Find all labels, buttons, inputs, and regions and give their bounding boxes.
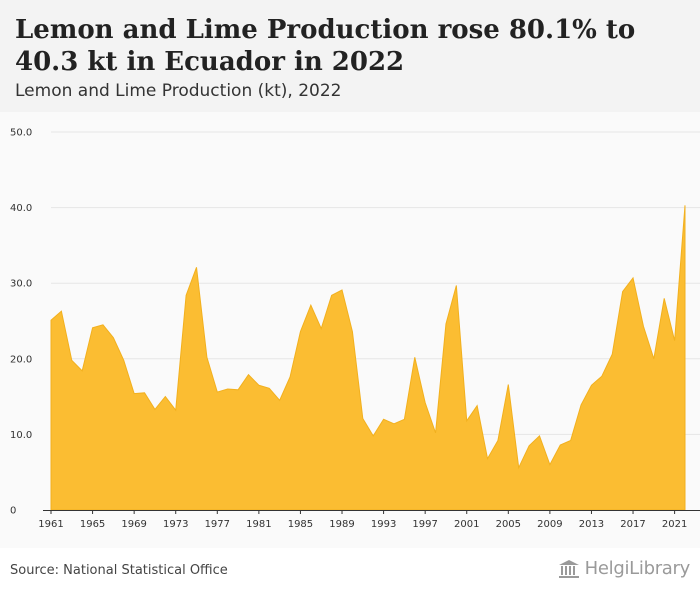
data-point [517, 466, 520, 469]
y-tick-label: 40.0 [10, 203, 32, 214]
data-point [185, 294, 188, 297]
x-tick-label: 1969 [121, 519, 146, 530]
data-point [413, 356, 416, 359]
data-point [101, 323, 104, 326]
data-point [237, 388, 240, 391]
data-point [320, 327, 323, 330]
data-point [195, 266, 198, 269]
data-point [559, 443, 562, 446]
data-point [424, 401, 427, 404]
area-fill [50, 205, 686, 511]
data-point [309, 304, 312, 307]
data-point [496, 439, 499, 442]
data-point [143, 391, 146, 394]
data-point [455, 284, 458, 287]
x-tick-label: 1973 [163, 519, 188, 530]
data-point [81, 369, 84, 372]
data-point [133, 392, 136, 395]
data-point [60, 310, 63, 313]
x-tick-label: 2001 [454, 519, 479, 530]
data-point [164, 395, 167, 398]
data-point [372, 434, 375, 437]
data-point [663, 297, 666, 300]
data-point [486, 457, 489, 460]
data-point [226, 388, 229, 391]
x-tick-label: 1989 [329, 519, 354, 530]
data-point [476, 404, 479, 407]
source-note: Source: National Statistical Office [10, 563, 228, 578]
page-title: Lemon and Lime Production rose 80.1% to … [15, 15, 636, 77]
data-point [268, 387, 271, 390]
data-point [548, 463, 551, 466]
data-point [434, 431, 437, 434]
data-point [580, 403, 583, 406]
header: Lemon and Lime Production rose 80.1% to … [0, 0, 700, 112]
y-tick-label: 10.0 [10, 430, 32, 441]
data-point [611, 353, 614, 356]
x-tick-label: 2005 [496, 519, 521, 530]
data-point [382, 418, 385, 421]
x-tick-label: 2009 [537, 519, 562, 530]
data-point [174, 409, 177, 412]
x-tick-label: 2013 [579, 519, 604, 530]
data-point [444, 323, 447, 326]
data-point [216, 391, 219, 394]
data-point [652, 357, 655, 360]
y-tick-label: 0 [10, 506, 16, 517]
x-tick-label: 2017 [620, 519, 645, 530]
data-point [632, 276, 635, 279]
data-point [621, 290, 624, 293]
data-point [673, 339, 676, 342]
area-chart: 0 10.0 20.0 30.0 40.0 50.0 1961 1965 1969 1973 197… [10, 128, 700, 530]
x-tick-label: 1985 [288, 519, 313, 530]
data-point [392, 422, 395, 425]
data-point [289, 375, 292, 378]
data-point [247, 373, 250, 376]
x-tick-label: 1961 [38, 519, 63, 530]
data-point [538, 434, 541, 437]
data-point [361, 417, 364, 420]
building-columns-icon [558, 559, 579, 578]
y-tick-label: 20.0 [10, 354, 32, 365]
data-point [465, 419, 468, 422]
axes: 0 10.0 20.0 30.0 40.0 50.0 1961 1965 1969 1973 197… [10, 128, 700, 530]
data-point [569, 439, 572, 442]
data-point [153, 408, 156, 411]
data-point [70, 359, 73, 362]
data-point [403, 418, 406, 421]
data-point [528, 444, 531, 447]
brand-name: HelgiLibrary [584, 558, 691, 579]
data-point [91, 326, 94, 329]
data-point [112, 336, 115, 339]
data-point [330, 294, 333, 297]
area-series [50, 204, 687, 511]
x-tick-label: 1993 [371, 519, 396, 530]
x-tick-label: 1997 [412, 519, 437, 530]
y-tick-label: 30.0 [10, 279, 32, 290]
x-tick-label: 1965 [80, 519, 105, 530]
x-tick-label: 1981 [246, 519, 271, 530]
data-point [205, 356, 208, 359]
y-tick-label: 50.0 [10, 128, 32, 139]
brand-logo[interactable]: HelgiLibrary [558, 558, 690, 579]
data-point [257, 384, 260, 387]
x-tick-label: 1977 [205, 519, 230, 530]
x-tick-label: 2021 [662, 519, 687, 530]
data-point [278, 399, 281, 402]
data-point [642, 325, 645, 328]
data-point [351, 330, 354, 333]
data-point [50, 319, 53, 322]
data-point [122, 359, 125, 362]
data-point [341, 289, 344, 292]
data-point [590, 384, 593, 387]
data-point [507, 383, 510, 386]
data-point [600, 375, 603, 378]
data-point [684, 204, 687, 207]
chart-subtitle: Lemon and Lime Production (kt), 2022 [15, 81, 342, 101]
data-point [299, 330, 302, 333]
